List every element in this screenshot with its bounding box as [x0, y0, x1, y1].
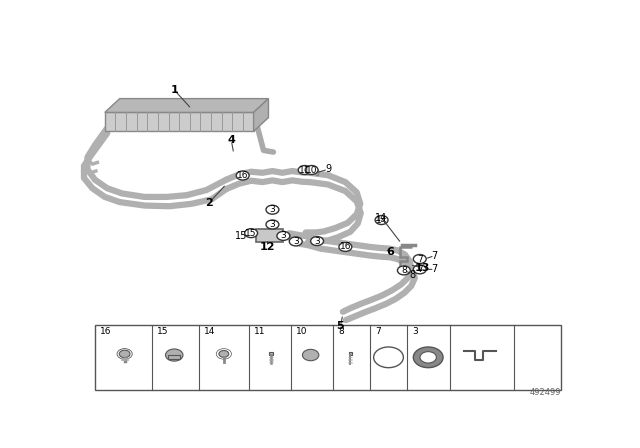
Bar — [256, 228, 284, 242]
Text: 8: 8 — [409, 270, 415, 280]
Text: 3: 3 — [269, 220, 275, 229]
Text: 16: 16 — [340, 242, 351, 251]
Text: 3: 3 — [293, 237, 299, 246]
Text: 15: 15 — [245, 228, 257, 237]
Text: 4: 4 — [227, 135, 236, 145]
Text: 3: 3 — [412, 327, 418, 336]
Text: 2: 2 — [205, 198, 213, 208]
Text: 492499: 492499 — [530, 388, 561, 397]
Circle shape — [166, 349, 183, 361]
Bar — [349, 353, 352, 355]
Text: 12: 12 — [260, 242, 275, 252]
Circle shape — [266, 220, 279, 229]
Text: 10: 10 — [306, 165, 317, 175]
Text: 8: 8 — [338, 327, 344, 336]
Circle shape — [413, 265, 426, 274]
Text: 7: 7 — [431, 250, 438, 261]
Text: 5: 5 — [337, 321, 344, 331]
Circle shape — [119, 350, 130, 358]
Circle shape — [305, 165, 318, 174]
Text: 15: 15 — [235, 231, 248, 241]
Text: 3: 3 — [314, 237, 320, 246]
Text: 9: 9 — [325, 164, 331, 174]
Bar — [168, 355, 180, 359]
Text: 14: 14 — [204, 327, 216, 336]
Circle shape — [298, 165, 311, 174]
Circle shape — [289, 237, 302, 246]
Text: 7: 7 — [375, 327, 381, 336]
Circle shape — [375, 215, 388, 224]
Text: 15: 15 — [157, 327, 168, 336]
Circle shape — [266, 205, 279, 214]
Circle shape — [219, 350, 228, 358]
Polygon shape — [105, 112, 253, 131]
Circle shape — [303, 349, 319, 361]
Circle shape — [374, 347, 403, 368]
Text: 8: 8 — [401, 266, 407, 275]
Text: 7: 7 — [417, 265, 422, 274]
Text: 14: 14 — [376, 215, 387, 224]
Circle shape — [413, 254, 426, 263]
Polygon shape — [253, 99, 269, 131]
Text: 11: 11 — [253, 327, 265, 336]
Circle shape — [339, 242, 352, 251]
Text: 11: 11 — [299, 165, 310, 175]
Text: 6: 6 — [386, 247, 394, 257]
Circle shape — [413, 347, 443, 368]
Text: 16: 16 — [237, 171, 248, 180]
Polygon shape — [105, 99, 269, 112]
Circle shape — [244, 228, 257, 237]
Circle shape — [420, 352, 436, 363]
Text: 7: 7 — [431, 264, 438, 274]
Circle shape — [277, 232, 290, 241]
Text: 16: 16 — [100, 327, 111, 336]
Bar — [269, 352, 273, 355]
Bar — [95, 324, 561, 390]
Text: 13: 13 — [415, 263, 430, 273]
Text: 3: 3 — [280, 232, 286, 241]
Circle shape — [310, 237, 324, 246]
Text: 10: 10 — [296, 327, 307, 336]
Text: 14: 14 — [376, 213, 388, 223]
Text: 3: 3 — [269, 205, 275, 214]
Circle shape — [236, 171, 249, 180]
Text: 7: 7 — [417, 254, 422, 263]
Text: 1: 1 — [170, 85, 178, 95]
Circle shape — [397, 266, 410, 275]
